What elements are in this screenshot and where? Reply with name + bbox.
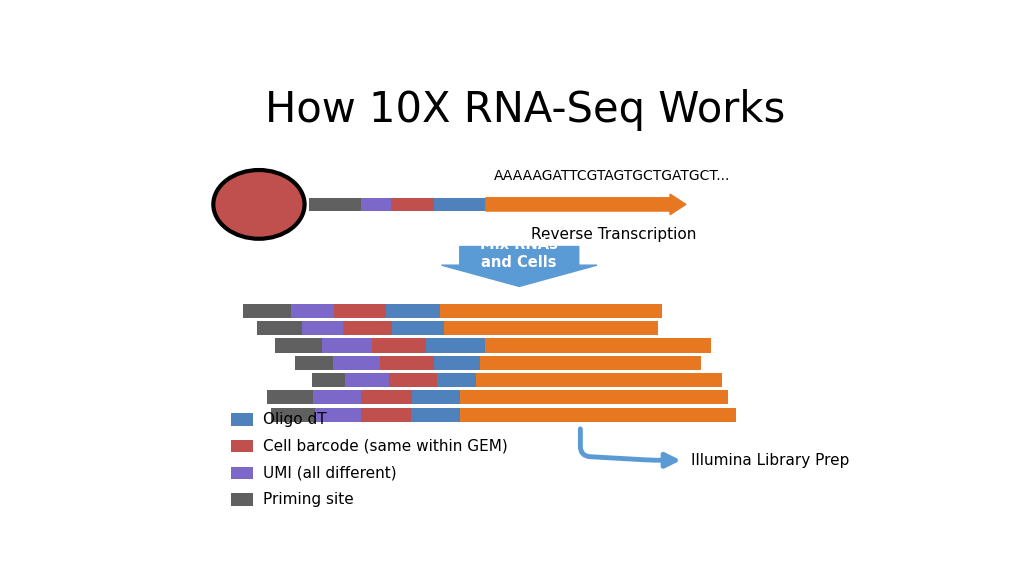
- Bar: [372, 338, 426, 353]
- Bar: [291, 304, 334, 318]
- Text: Mix RNAs
and Cells: Mix RNAs and Cells: [480, 237, 558, 270]
- Bar: [391, 198, 434, 211]
- Bar: [380, 355, 434, 370]
- Bar: [412, 390, 460, 404]
- Bar: [231, 467, 253, 479]
- Bar: [360, 390, 412, 404]
- Bar: [345, 373, 389, 387]
- FancyArrow shape: [486, 194, 686, 215]
- Bar: [443, 321, 658, 335]
- Bar: [386, 304, 440, 318]
- Bar: [392, 321, 443, 335]
- Bar: [460, 408, 736, 422]
- Bar: [231, 493, 253, 506]
- Bar: [243, 304, 291, 318]
- Text: How 10X RNA-Seq Works: How 10X RNA-Seq Works: [264, 89, 785, 131]
- Bar: [485, 338, 712, 353]
- Bar: [313, 390, 360, 404]
- Text: Oligo dT: Oligo dT: [263, 412, 327, 427]
- Ellipse shape: [213, 170, 304, 239]
- Bar: [440, 304, 663, 318]
- Bar: [333, 355, 380, 370]
- Bar: [389, 373, 436, 387]
- Bar: [302, 321, 343, 335]
- Bar: [480, 355, 701, 370]
- Bar: [309, 198, 360, 211]
- Bar: [231, 414, 253, 426]
- Polygon shape: [441, 247, 597, 286]
- Bar: [295, 355, 333, 370]
- Bar: [460, 390, 728, 404]
- Bar: [270, 408, 315, 422]
- Bar: [334, 304, 386, 318]
- Bar: [434, 198, 486, 211]
- Text: Reverse Transcription: Reverse Transcription: [530, 228, 696, 242]
- Bar: [434, 355, 480, 370]
- Bar: [312, 373, 345, 387]
- Bar: [315, 408, 361, 422]
- Bar: [267, 390, 313, 404]
- Text: UMI (all different): UMI (all different): [263, 465, 396, 480]
- Bar: [257, 321, 302, 335]
- Text: Illumina Library Prep: Illumina Library Prep: [691, 453, 850, 468]
- Text: Priming site: Priming site: [263, 492, 353, 507]
- Text: AAAAAGATTCGTAGTGCTGATGCT...: AAAAAGATTCGTAGTGCTGATGCT...: [494, 169, 730, 183]
- Bar: [323, 338, 372, 353]
- Bar: [231, 440, 253, 452]
- Bar: [274, 338, 323, 353]
- Text: Cell barcode (same within GEM): Cell barcode (same within GEM): [263, 438, 508, 454]
- Bar: [426, 338, 485, 353]
- Bar: [411, 408, 460, 422]
- Bar: [476, 373, 722, 387]
- Bar: [361, 408, 411, 422]
- Bar: [436, 373, 476, 387]
- Bar: [343, 321, 392, 335]
- Bar: [360, 198, 391, 211]
